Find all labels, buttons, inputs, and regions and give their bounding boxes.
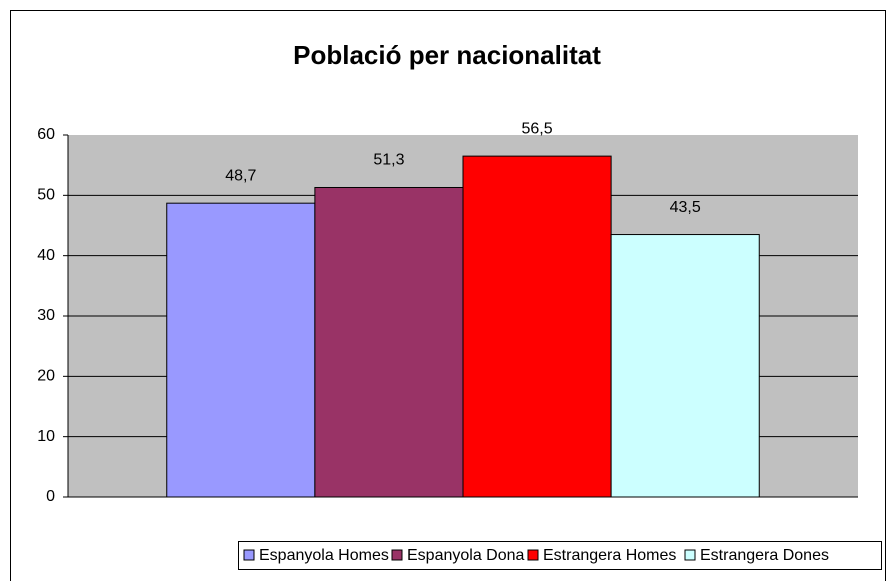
- bar: [314, 186, 464, 498]
- data-label: 56,5: [521, 120, 552, 137]
- data-label: 43,5: [670, 199, 701, 216]
- data-label: 48,7: [225, 167, 256, 184]
- legend-swatch: [391, 549, 403, 561]
- legend-label: Estrangera Dones: [700, 547, 829, 564]
- y-tick-label: 0: [46, 488, 55, 505]
- y-tick-label: 10: [37, 428, 55, 445]
- data-label: 51,3: [373, 152, 404, 169]
- bar: [610, 234, 760, 498]
- legend-box: [238, 541, 882, 570]
- y-tick-label: 50: [37, 187, 55, 204]
- bar: [166, 202, 316, 498]
- y-tick-label: 20: [37, 368, 55, 385]
- y-tick-label: 30: [37, 307, 55, 324]
- bar: [462, 155, 612, 498]
- y-tick-label: 60: [37, 126, 55, 143]
- legend-swatch: [527, 549, 539, 561]
- legend-swatch: [684, 549, 696, 561]
- legend-label: Espanyola Dona: [407, 547, 525, 564]
- legend-swatch: [243, 549, 255, 561]
- chart-title: Població per nacionalitat: [293, 40, 601, 70]
- y-tick-label: 40: [37, 247, 55, 264]
- legend-label: Estrangera Homes: [543, 547, 676, 564]
- legend-label: Espanyola Homes: [259, 547, 389, 564]
